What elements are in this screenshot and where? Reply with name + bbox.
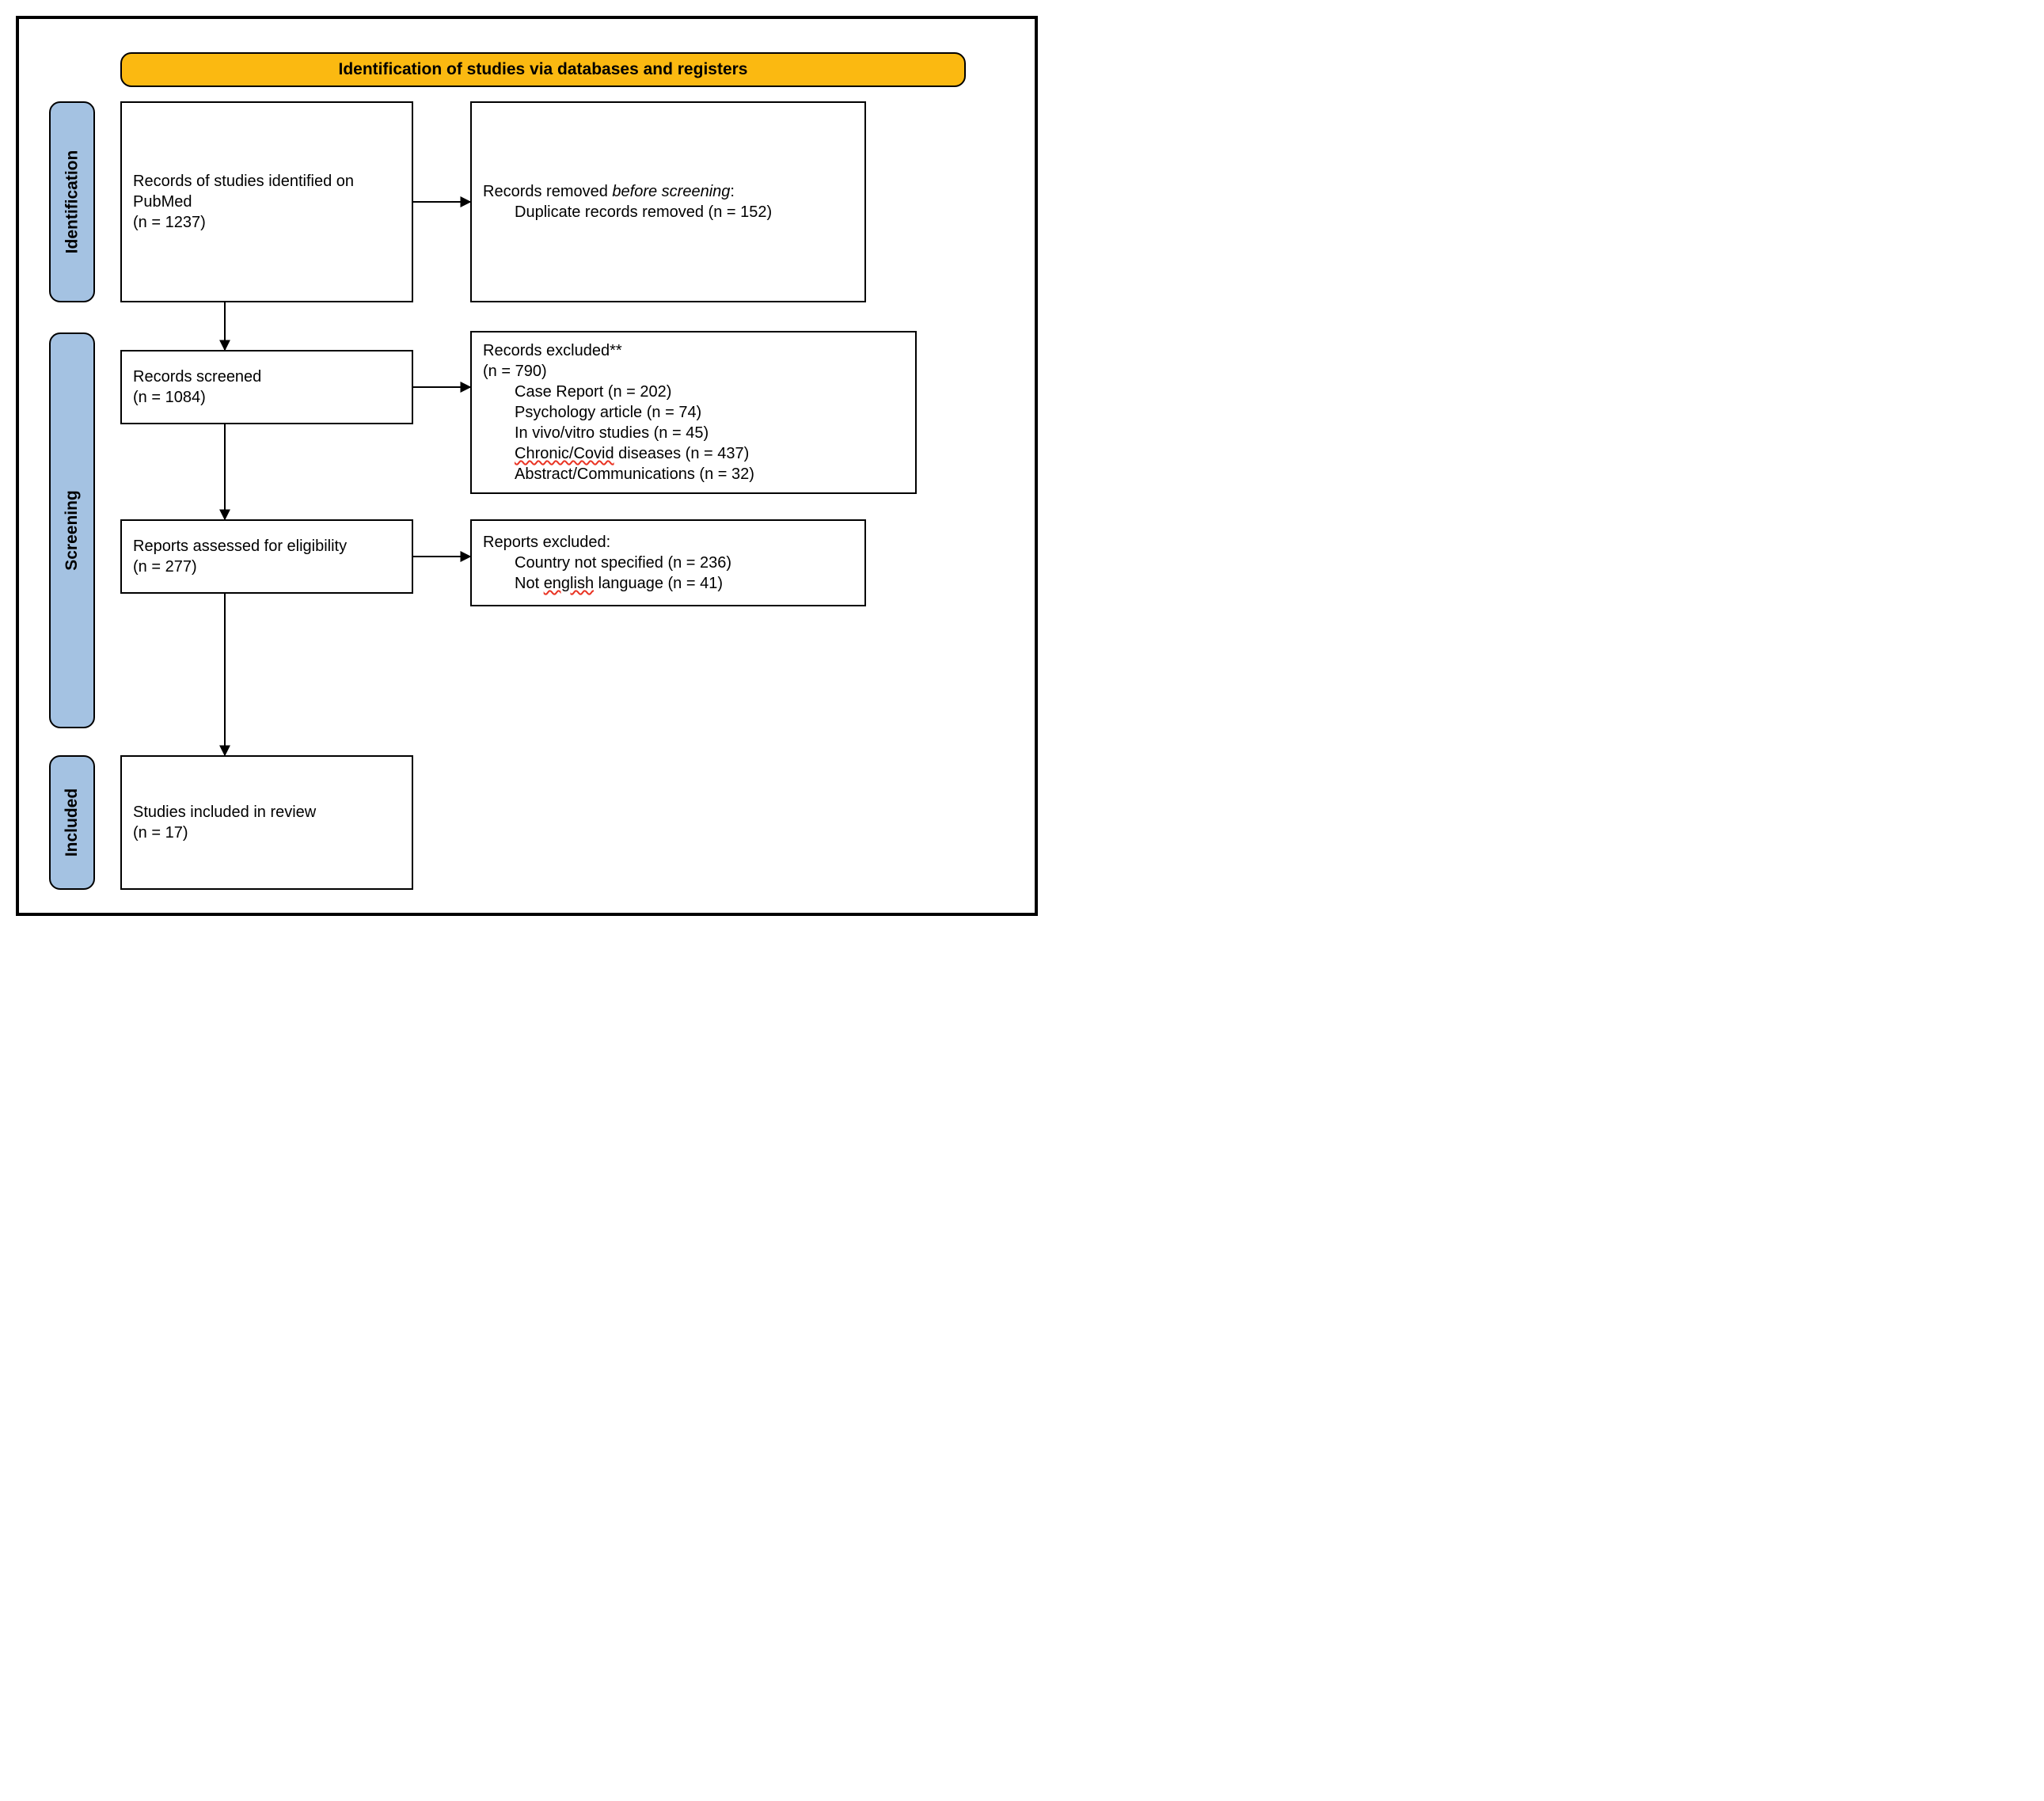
b6-h1: Reports excluded: bbox=[483, 532, 853, 553]
b2-item1: Duplicate records removed (n = 152) bbox=[483, 202, 853, 222]
b4-i3: In vivo/vitro studies (n = 45) bbox=[483, 423, 904, 443]
prisma-flowchart: Identification of studies via databases … bbox=[16, 16, 1038, 916]
box-records-removed: Records removed before screening: Duplic… bbox=[470, 101, 866, 302]
box-studies-included: Studies included in review (n = 17) bbox=[120, 755, 413, 890]
b4-i5: Abstract/Communications (n = 32) bbox=[483, 464, 904, 484]
b4-h2: (n = 790) bbox=[483, 361, 904, 382]
b7-line2: (n = 17) bbox=[133, 823, 401, 843]
b3-line2: (n = 1084) bbox=[133, 387, 401, 408]
b6-items: Country not specified (n = 236) Not engl… bbox=[483, 553, 853, 594]
box-reports-excluded: Reports excluded: Country not specified … bbox=[470, 519, 866, 606]
box-reports-assessed: Reports assessed for eligibility (n = 27… bbox=[120, 519, 413, 594]
box-records-screened: Records screened (n = 1084) bbox=[120, 350, 413, 424]
phase-identification: Identification bbox=[49, 101, 95, 302]
phase-identification-label: Identification bbox=[63, 150, 82, 254]
phase-included-label: Included bbox=[63, 788, 82, 857]
b6-i1: Country not specified (n = 236) bbox=[483, 553, 853, 573]
b5-line2: (n = 277) bbox=[133, 557, 401, 577]
b1-line2: (n = 1237) bbox=[133, 212, 401, 233]
b4-h1: Records excluded** bbox=[483, 340, 904, 361]
phase-screening-label: Screening bbox=[63, 490, 82, 571]
b7-line1: Studies included in review bbox=[133, 802, 401, 823]
header-banner: Identification of studies via databases … bbox=[120, 52, 966, 87]
phase-included: Included bbox=[49, 755, 95, 890]
b4-i4: Chronic/Covid diseases (n = 437) bbox=[483, 443, 904, 464]
header-text: Identification of studies via databases … bbox=[339, 60, 748, 79]
b3-line1: Records screened bbox=[133, 367, 401, 387]
box-records-excluded: Records excluded** (n = 790) Case Report… bbox=[470, 331, 917, 494]
b4-i2: Psychology article (n = 74) bbox=[483, 402, 904, 423]
b4-items: Case Report (n = 202) Psychology article… bbox=[483, 382, 904, 484]
b5-line1: Reports assessed for eligibility bbox=[133, 536, 401, 557]
phase-screening: Screening bbox=[49, 332, 95, 728]
b4-i1: Case Report (n = 202) bbox=[483, 382, 904, 402]
box-records-identified: Records of studies identified on PubMed … bbox=[120, 101, 413, 302]
b2-header: Records removed before screening: bbox=[483, 181, 853, 202]
b6-i2: Not english language (n = 41) bbox=[483, 573, 853, 594]
b1-line1: Records of studies identified on PubMed bbox=[133, 171, 401, 212]
